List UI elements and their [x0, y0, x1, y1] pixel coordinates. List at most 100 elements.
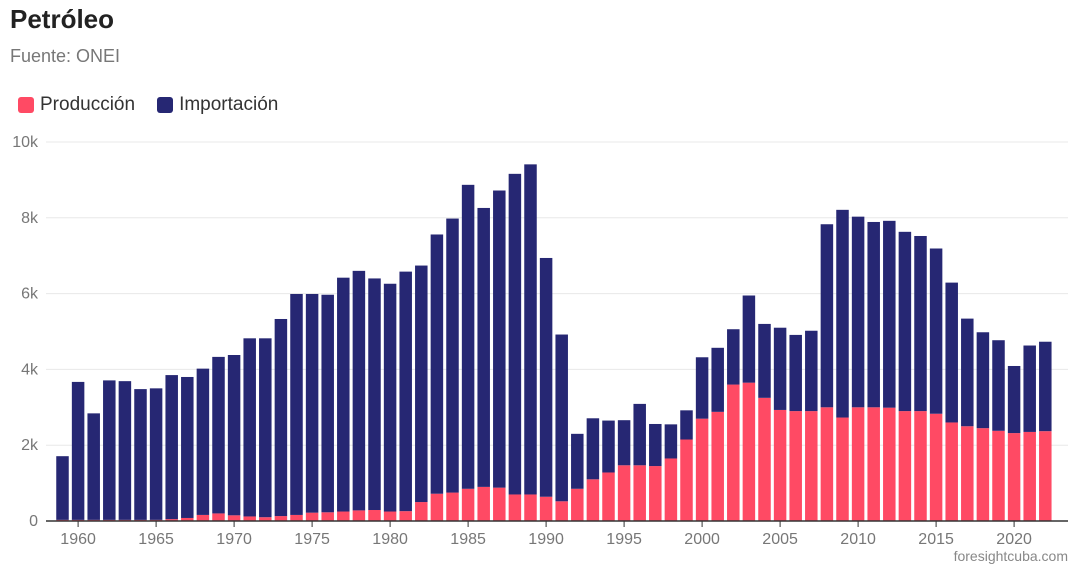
x-tick-label: 1965 [138, 531, 174, 548]
bar-imports [992, 340, 1005, 431]
bar-production [383, 511, 397, 521]
bar-imports [103, 380, 116, 520]
bar-production [883, 407, 896, 521]
bar-imports [181, 376, 194, 518]
bar-imports [1007, 365, 1021, 434]
bar-production [727, 384, 740, 521]
bar-production [415, 502, 428, 521]
bar-imports [758, 323, 771, 398]
x-tick-label: 1975 [294, 531, 330, 548]
bar-imports [118, 381, 132, 520]
chart-subtitle: Fuente: ONEI [10, 46, 121, 66]
bar-imports [789, 334, 802, 412]
x-tick-label: 1960 [60, 531, 96, 548]
x-tick-label: 1990 [528, 531, 564, 548]
bar-imports [227, 355, 241, 516]
bar-production [305, 512, 319, 521]
bar-imports [680, 410, 693, 440]
bar-production [586, 479, 600, 521]
bar-imports [196, 368, 210, 515]
y-tick-label: 4k [21, 361, 39, 378]
bar-production [555, 501, 568, 521]
bar-imports [337, 277, 350, 512]
bar-production [477, 486, 490, 521]
bar-production [929, 413, 943, 521]
bar-imports [617, 420, 631, 466]
bar-production [243, 516, 256, 521]
bar-production [961, 426, 974, 521]
bar-production [680, 439, 693, 521]
bar-production [290, 514, 303, 521]
bar-production [446, 492, 459, 521]
bar-production [1039, 431, 1052, 521]
chart-title: Petróleo [10, 4, 115, 34]
bar-production [321, 512, 334, 521]
bar-production [695, 418, 709, 521]
bar-imports [243, 338, 256, 517]
bar-production [571, 488, 584, 521]
bar-imports [399, 271, 412, 512]
legend-label-production: Producción [40, 94, 136, 115]
bar-production [851, 407, 865, 521]
x-tick-label: 2010 [840, 531, 876, 548]
bar-production [773, 409, 787, 521]
bar-imports [305, 293, 319, 513]
bar-production [1023, 431, 1036, 521]
bar-imports [212, 356, 225, 514]
bar-production [539, 496, 553, 521]
bar-imports [134, 389, 147, 520]
bar-imports [539, 257, 553, 497]
bar-imports [820, 224, 834, 408]
x-tick-label: 1985 [450, 531, 486, 548]
bar-imports [259, 338, 272, 518]
bar-imports [586, 418, 600, 480]
bar-production [898, 411, 912, 521]
x-tick-label: 2020 [996, 531, 1032, 548]
bar-production [461, 488, 475, 521]
bar-production [758, 397, 771, 521]
bar-production [181, 517, 194, 521]
bar-production [1007, 433, 1021, 521]
bar-imports [664, 424, 678, 459]
y-tick-label: 0 [29, 513, 38, 530]
legend-item-production[interactable]: Producción [18, 94, 135, 116]
bar-imports [352, 270, 366, 511]
bar-production [914, 411, 927, 521]
bar-imports [851, 216, 865, 408]
bar-production [664, 458, 678, 521]
y-tick-label: 6k [21, 286, 39, 303]
bar-imports [883, 220, 896, 408]
legend-item-imports[interactable]: Importación [157, 94, 278, 116]
bar-production [352, 510, 366, 521]
bar-imports [321, 294, 334, 513]
bar-imports [742, 295, 756, 383]
bar-production [742, 382, 756, 521]
bar-imports [477, 207, 490, 487]
bar-production [524, 494, 537, 521]
bar-imports [71, 381, 85, 520]
bar-production [836, 417, 849, 521]
bar-imports [602, 420, 615, 473]
bar-imports [383, 283, 397, 512]
legend-swatch-production [18, 97, 34, 113]
bar-imports [805, 330, 818, 412]
bar-imports [961, 318, 974, 427]
x-tick-label: 2000 [684, 531, 720, 548]
bar-production [976, 428, 990, 521]
bar-imports [633, 403, 646, 466]
bar-production [945, 422, 958, 521]
bar-imports [165, 375, 178, 520]
bar-imports [1039, 341, 1052, 432]
bar-imports [555, 334, 568, 502]
bar-production [992, 430, 1005, 521]
bar-imports [461, 184, 475, 489]
legend: Producción Importación [18, 94, 278, 116]
bar-production [820, 407, 834, 521]
bar-imports [274, 318, 288, 517]
bar-production [337, 511, 350, 521]
bar-imports [508, 173, 522, 495]
bar-imports [87, 413, 100, 520]
bar-production [368, 510, 381, 521]
bar-imports [1023, 345, 1036, 432]
